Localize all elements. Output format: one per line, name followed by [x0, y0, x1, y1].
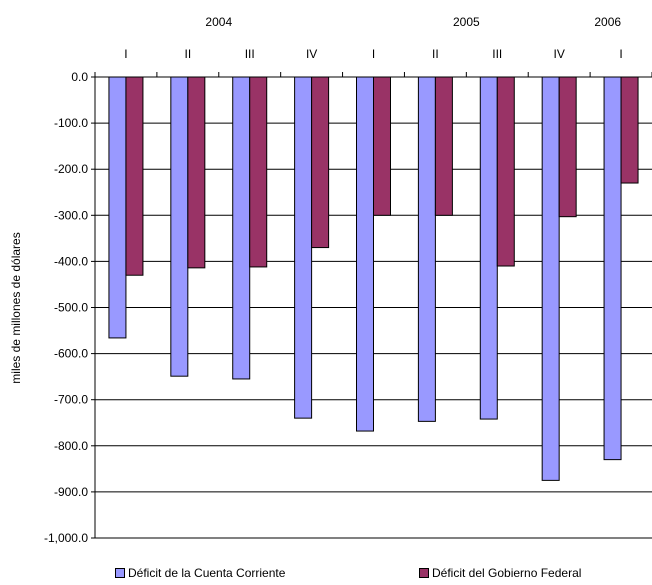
bar-federal-government [620, 76, 639, 184]
labels-layer: 0.0 -100.0 -200.0 -300.0 -400.0 -500.0 -600.0 -… [44, 15, 623, 545]
bar-current-account [232, 76, 251, 380]
bar-federal-government [496, 76, 515, 267]
y-tick-label: -600.0 [54, 347, 88, 361]
legend-swatch-current-account [115, 568, 125, 578]
bar-federal-government [373, 76, 391, 216]
legend-swatch-federal-government [419, 568, 429, 578]
bar-federal-government [249, 76, 268, 268]
bar-federal-government [311, 76, 330, 249]
category-label: III [492, 47, 502, 61]
category-label: II [432, 47, 439, 61]
bar-federal-government [187, 76, 206, 269]
y-tick-label: -300.0 [54, 208, 88, 222]
bar-federal-government [125, 76, 144, 276]
category-label: I [619, 47, 622, 61]
category-label: III [245, 47, 255, 61]
y-tick-label: -200.0 [54, 162, 88, 176]
legend-label-federal-government: Déficit del Gobierno Federal [432, 566, 582, 580]
year-label: 2006 [594, 15, 621, 29]
category-label: IV [553, 47, 564, 61]
legend-label-current-account: Déficit de la Cuenta Corriente [128, 566, 286, 580]
y-tick-label: -700.0 [54, 393, 88, 407]
axis-layer [91, 72, 652, 539]
category-label: I [124, 47, 127, 61]
category-label: I [372, 47, 375, 61]
bar-current-account [356, 76, 374, 432]
bar-federal-government [558, 76, 577, 218]
bars-layer [108, 76, 639, 481]
bar-federal-government [434, 76, 453, 216]
bar-current-account [479, 76, 498, 420]
bar-current-account [603, 76, 622, 461]
bar-current-account [294, 76, 313, 419]
legend-item-current-account: Déficit de la Cuenta Corriente [115, 566, 285, 580]
bar-current-account [541, 76, 560, 481]
category-label: IV [306, 47, 317, 61]
bar-current-account [417, 76, 436, 422]
year-label: 2004 [205, 15, 232, 29]
y-tick-label: -800.0 [54, 439, 88, 453]
bar-current-account [170, 76, 189, 377]
y-axis-label: miles de millones de dólares [9, 232, 23, 383]
y-tick-label: -900.0 [54, 485, 88, 499]
y-tick-label: 0.0 [71, 70, 88, 84]
y-tick-label: -1,000.0 [44, 531, 88, 545]
bar-current-account [108, 76, 127, 339]
year-label: 2005 [453, 15, 480, 29]
y-tick-label: -100.0 [54, 116, 88, 130]
category-label: II [184, 47, 191, 61]
y-tick-label: -400.0 [54, 254, 88, 268]
y-tick-label: -500.0 [54, 301, 88, 315]
legend-item-federal-government: Déficit del Gobierno Federal [419, 566, 581, 580]
